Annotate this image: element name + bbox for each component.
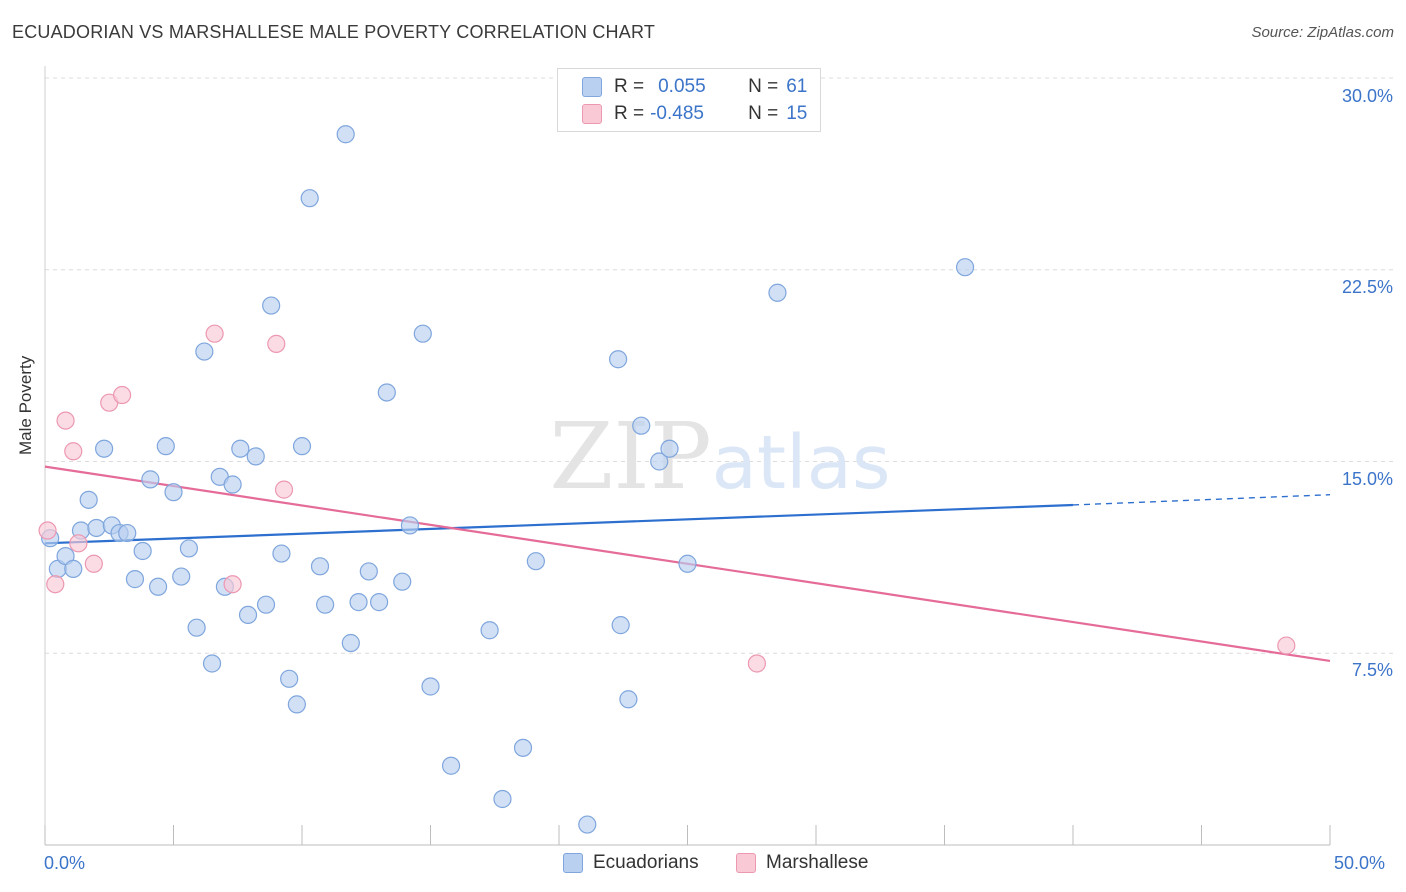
ecuadorian-point bbox=[141, 470, 160, 489]
y-tick-label: 30.0% bbox=[1341, 86, 1393, 106]
ecuadorian-point bbox=[125, 570, 145, 589]
ecuadorian-point bbox=[287, 695, 306, 714]
ecuadorian-point bbox=[413, 324, 432, 343]
ecuadorian-point bbox=[336, 125, 355, 144]
n-value: 61 bbox=[786, 76, 808, 97]
ecuadorian-point bbox=[148, 577, 168, 596]
marshallese-point bbox=[267, 334, 286, 353]
legend-row-ecuadorians: R = 0.055 N = 61 bbox=[582, 75, 807, 99]
marshallese-point bbox=[747, 654, 766, 673]
ecuadorian-point bbox=[480, 621, 499, 640]
ecuadorian-point bbox=[768, 283, 787, 302]
marshallese-point bbox=[112, 385, 132, 405]
ecuadorian-point bbox=[421, 677, 440, 696]
blue-swatch-icon bbox=[563, 853, 583, 873]
ecuadorian-point bbox=[632, 416, 651, 435]
marshallese-point bbox=[64, 442, 83, 461]
r-label: R = bbox=[614, 76, 645, 97]
legend-label: Ecuadorians bbox=[593, 852, 699, 873]
ecuadorian-point bbox=[578, 815, 597, 834]
ecuadorian-trend-extension bbox=[1072, 494, 1331, 506]
x-tick-label: 0.0% bbox=[44, 853, 86, 873]
ecuadorian-point bbox=[377, 383, 396, 402]
legend-row-marshallese: R = -0.485 N = 15 bbox=[582, 102, 807, 126]
ecuadorian-point bbox=[156, 437, 175, 456]
y-axis-label: Male Poverty bbox=[16, 355, 35, 455]
pink-swatch-icon bbox=[736, 853, 756, 873]
legend-item-ecuadorians: Ecuadorians bbox=[563, 852, 699, 874]
marshallese-point bbox=[274, 480, 294, 499]
ecuadorian-point bbox=[292, 437, 312, 456]
n-value: 15 bbox=[786, 103, 808, 124]
ecuadorian-point bbox=[64, 559, 83, 578]
x-tick-label: 50.0% bbox=[1334, 853, 1386, 873]
legend-label: Marshallese bbox=[766, 852, 869, 873]
marshallese-point bbox=[84, 554, 103, 573]
r-value: 0.055 bbox=[658, 76, 706, 97]
legend-item-marshallese: Marshallese bbox=[736, 852, 868, 874]
ecuadorian-trend-line bbox=[44, 503, 1074, 545]
ecuadorian-point bbox=[223, 475, 242, 494]
ecuadorian-point bbox=[246, 447, 265, 466]
ecuadorian-point bbox=[133, 541, 152, 561]
r-label: R = bbox=[614, 103, 645, 124]
ecuadorian-point bbox=[526, 552, 545, 571]
ecuadorian-point bbox=[300, 189, 319, 208]
ecuadorian-point bbox=[341, 633, 360, 653]
ecuadorian-point bbox=[272, 544, 291, 563]
ecuadorian-point bbox=[400, 516, 420, 535]
ecuadorian-point bbox=[164, 483, 183, 502]
ecuadorian-point bbox=[493, 789, 512, 809]
n-label: N = bbox=[748, 76, 779, 97]
watermark: ZIPatlas bbox=[550, 403, 891, 510]
ecuadorian-point bbox=[195, 342, 214, 361]
y-tick-label: 22.5% bbox=[1341, 277, 1393, 297]
stats-legend: R = 0.055 N = 61 R = -0.485 N = 15 bbox=[557, 68, 821, 132]
ecuadorian-point bbox=[87, 518, 106, 538]
chart-title: ECUADORIAN VS MARSHALLESE MALE POVERTY C… bbox=[12, 22, 656, 42]
ecuadorian-point bbox=[202, 654, 222, 673]
y-tick-label: 7.5% bbox=[1351, 660, 1393, 680]
marshallese-point bbox=[46, 575, 65, 594]
marshallese-point bbox=[223, 575, 242, 594]
r-value: -0.485 bbox=[650, 103, 704, 124]
ecuadorian-point bbox=[256, 595, 276, 614]
ecuadorian-point bbox=[370, 593, 389, 612]
ecuadorian-point bbox=[441, 756, 461, 775]
marshallese-point bbox=[69, 534, 88, 553]
blue-swatch-icon bbox=[582, 77, 602, 97]
ecuadorian-point bbox=[238, 605, 258, 625]
ecuadorian-point bbox=[660, 439, 679, 458]
ecuadorian-point bbox=[609, 350, 628, 369]
ecuadorian-point bbox=[678, 554, 697, 573]
ecuadorian-point bbox=[231, 439, 250, 458]
ecuadorian-point bbox=[172, 567, 191, 586]
ecuadorian-point bbox=[955, 258, 975, 277]
ecuadorian-point bbox=[650, 452, 669, 471]
ecuadorian-point bbox=[262, 296, 281, 315]
ecuadorian-point bbox=[310, 557, 330, 576]
ecuadorian-point bbox=[611, 616, 630, 635]
ecuadorian-point bbox=[513, 738, 533, 757]
marshallese-point bbox=[205, 324, 224, 343]
y-tick-label: 15.0% bbox=[1341, 469, 1393, 489]
pink-swatch-icon bbox=[582, 104, 602, 124]
ecuadorian-point bbox=[95, 439, 114, 458]
ecuadorian-point bbox=[79, 490, 98, 509]
ecuadorian-point bbox=[179, 539, 199, 558]
ecuadorian-point bbox=[280, 669, 299, 688]
ecuadorian-point bbox=[118, 523, 137, 543]
marshallese-point bbox=[56, 411, 75, 430]
source-label: Source: ZipAtlas.com bbox=[1251, 24, 1394, 41]
ecuadorian-point bbox=[187, 618, 206, 637]
ecuadorian-point bbox=[349, 593, 368, 612]
ecuadorian-point bbox=[359, 562, 378, 581]
marshallese-point bbox=[38, 521, 57, 540]
marshallese-point bbox=[1277, 636, 1296, 655]
n-label: N = bbox=[748, 103, 779, 124]
ecuadorian-point bbox=[619, 690, 638, 709]
ecuadorian-point bbox=[316, 595, 335, 614]
ecuadorian-point bbox=[393, 572, 412, 591]
